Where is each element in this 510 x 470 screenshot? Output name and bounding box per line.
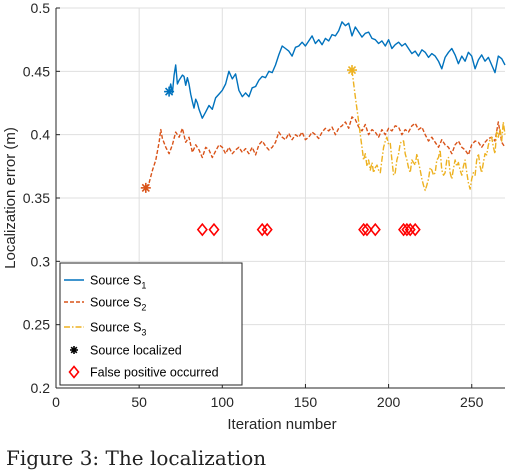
false-positive-marker [409, 222, 421, 237]
axes: 0 50 100 150 200 250 0.2 0.25 0.3 0.35 0.4 0.45 0.5 [23, 0, 505, 410]
legend-entry: Source localized [70, 344, 182, 358]
y-tick-label: 0.45 [23, 63, 50, 79]
legend-diamond-icon [68, 365, 80, 379]
source-localized-marker [164, 86, 175, 97]
y-axis-label: Localization error (m) [2, 127, 19, 269]
false-positive-marker [208, 222, 220, 237]
x-tick-label: 0 [52, 394, 60, 410]
x-tick-label: 50 [131, 394, 147, 410]
x-tick-label: 200 [377, 394, 401, 410]
legend-subscript: 1 [141, 281, 146, 291]
series-lines [145, 21, 506, 192]
false-positive-marker [261, 222, 273, 237]
x-tick-label: 100 [211, 394, 235, 410]
source-localized-marker [140, 182, 151, 193]
x-tick-label: 150 [294, 394, 318, 410]
y-tick-label: 0.3 [31, 253, 51, 269]
legend-label: Source S2 [90, 296, 146, 313]
series-line-s1 [168, 21, 506, 119]
y-tick-label: 0.25 [23, 317, 50, 333]
legend: Source S1 Source S2 Source S3 Source locali… [59, 262, 243, 386]
legend-subscript: 2 [141, 303, 146, 313]
y-tick-label: 0.35 [23, 190, 50, 206]
legend-entry: False positive occurred [68, 365, 219, 380]
y-tick-label: 0.4 [31, 127, 51, 143]
legend-entry: Source S1 [64, 274, 146, 291]
y-tick-label: 0.5 [31, 0, 51, 16]
y-tick-label: 0.2 [31, 380, 51, 396]
legend-star-icon [70, 346, 78, 354]
figure-caption: Figure 3: The localization [6, 446, 267, 470]
chart: 0 50 100 150 200 2500.20.250.30.350.40.450.5 … [2, 0, 506, 433]
markers [140, 65, 421, 237]
source-localized-marker [347, 65, 358, 76]
legend-label: Source localized [90, 344, 182, 358]
legend-entry: Source S2 [64, 296, 146, 313]
x-axis-label: Iteration number [227, 416, 336, 433]
false-positive-marker [369, 222, 381, 237]
legend-label: Source S1 [90, 274, 146, 291]
legend-label: Source S3 [90, 321, 146, 338]
legend-label: False positive occurred [90, 366, 219, 380]
series-line-s2 [145, 116, 506, 189]
false-positive-marker [401, 222, 413, 237]
false-positive-marker [196, 222, 208, 237]
false-positive-marker [358, 222, 370, 237]
series-line-s3 [351, 70, 506, 192]
legend-box [59, 262, 243, 386]
legend-subscript: 3 [141, 328, 146, 338]
false-positive-marker [361, 222, 373, 237]
legend-entry: Source S3 [64, 321, 146, 338]
x-tick-label: 250 [460, 394, 484, 410]
